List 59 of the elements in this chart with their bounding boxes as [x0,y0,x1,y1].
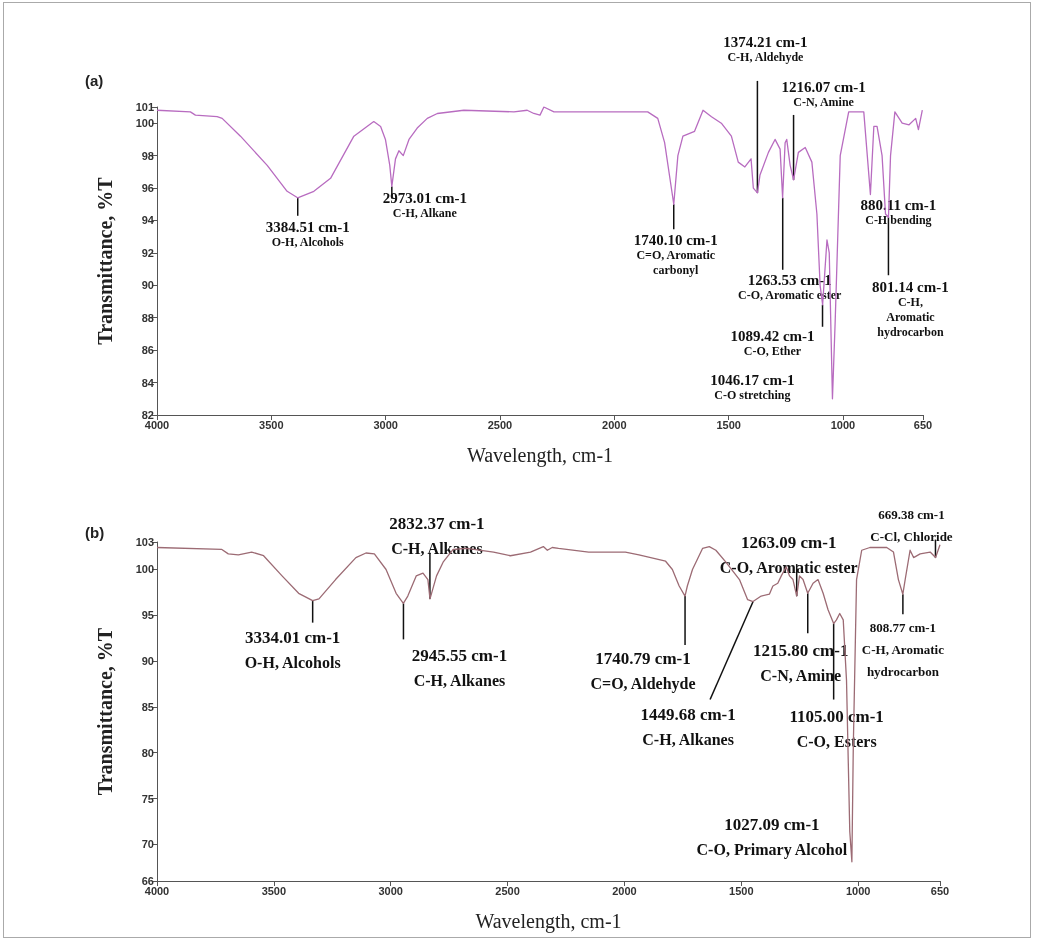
x-tick-label: 1000 [830,418,856,431]
annotation: 1740.79 cm-1 C=O, Aldehyde [590,649,696,694]
annotation: 1027.09 cm-1 C-O, Primary Alcohol [696,814,848,859]
chart-title: (b) [85,524,105,541]
y-tick-label: 98 [141,149,154,162]
annotation: 801.14 cm-1 C-H, Aromatic hydrocarbon [872,278,949,339]
annotation: 2973.01 cm-1 C-H, Alkane [382,189,467,220]
annotation: 880.11 cm-1 C-H bending [860,197,937,228]
x-tick-label: 1000 [845,884,871,897]
x-tick-label: 2500 [495,884,520,897]
y-tick-label: 100 [135,563,154,576]
y-tick-label: 86 [141,344,154,357]
x-tick-label: 4000 [144,884,170,897]
y-tick-label: 84 [141,376,155,389]
y-tick-label: 85 [141,700,154,713]
y-tick-label: 95 [141,609,154,622]
annotation: 2945.55 cm-1 C-H, Alkanes [411,646,508,690]
x-axis-title: Wavelength, cm-1 [475,910,622,933]
y-tick-label: 92 [141,246,154,259]
annotation: 3384.51 cm-1 O-H, Alcohols [265,219,350,250]
y-tick-label: 90 [141,655,154,668]
y-tick-label: 66 [141,875,154,887]
annotation: 808.77 cm-1 C-H, Aromatic hydrocarbon [861,619,945,679]
y-tick-label: 90 [141,279,154,292]
annotation: 1449.68 cm-1 C-H, Alkanes [640,704,736,748]
x-tick-label: 3000 [373,418,398,431]
y-tick-label: 70 [141,838,154,851]
annotation: 1216.07 cm-1 C-N, Amine [781,79,866,110]
annotation: 2832.37 cm-1 C-H, Alkanes [389,513,485,557]
x-axis-title: Wavelength, cm-1 [466,444,614,467]
y-tick-label: 100 [135,117,154,130]
x-tick-label: 3500 [261,884,287,897]
annotation: 1089.42 cm-1 C-O, Ether [730,328,815,359]
x-tick-label: 4000 [144,418,170,431]
x-tick-label: 1500 [716,418,741,431]
y-axis-title: Transmittance, %T [94,176,116,345]
y-tick-label: 101 [135,101,154,113]
x-tick-label: 2000 [612,884,637,897]
y-tick-label: 88 [141,311,154,324]
annotation: 1374.21 cm-1 C-H, Aldehyde [723,34,808,65]
y-tick-label: 75 [141,792,154,805]
x-tick-label: 3500 [259,418,284,431]
y-axis-title: Transmittance, %T [94,627,116,796]
x-tick-label: 2000 [602,418,627,431]
chart-title: (a) [85,72,104,89]
y-tick-label: 94 [141,214,155,227]
x-tick-label: 1500 [729,884,754,897]
annotation: 669.38 cm-1 C-Cl, Chloride [870,507,953,545]
annotation: 3334.01 cm-1 O-H, Alcohols [244,627,341,671]
y-tick-label: 96 [141,182,154,195]
annotation: 1740.10 cm-1 C=O, Aromatic carbonyl [633,231,718,277]
x-tick-label: 650 [930,884,950,897]
y-tick-label: 80 [141,746,154,759]
x-tick-label: 3000 [378,884,403,897]
y-tick-label: 103 [135,536,154,548]
x-tick-label: 650 [913,418,933,431]
annotation: 1046.17 cm-1 C-O stretching [710,372,795,403]
x-tick-label: 2500 [487,418,513,431]
y-tick-label: 82 [141,409,154,421]
